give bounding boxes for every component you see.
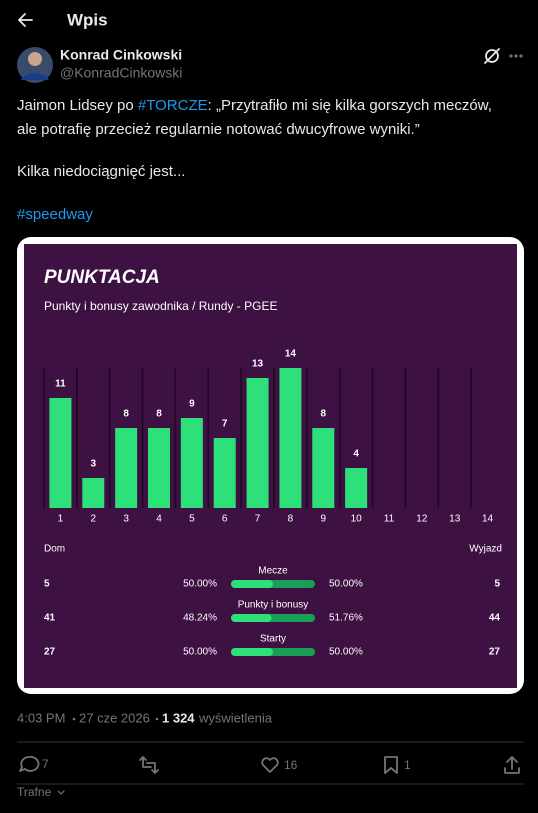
x-tick-label: 3	[123, 514, 129, 525]
x-tick-label: 1	[58, 514, 64, 525]
stat-bar-home	[231, 580, 273, 588]
separator	[72, 717, 76, 721]
text: Jaimon Lidsey po	[17, 97, 138, 114]
x-tick-label: 9	[321, 514, 327, 525]
bar	[213, 438, 236, 508]
home-label: Dom	[44, 544, 65, 555]
bookmark-count: 1	[404, 758, 411, 772]
x-tick-label: 11	[384, 514, 395, 525]
home-value: 27	[44, 647, 56, 658]
bar	[115, 428, 138, 508]
x-tick-label: 6	[222, 514, 228, 525]
home-percent: 48.24%	[183, 613, 217, 624]
chart-title: PUNKTACJA	[44, 267, 160, 288]
x-tick-label: 12	[416, 514, 428, 525]
sort-chevron[interactable]	[57, 790, 65, 795]
value-label: 7	[222, 419, 228, 430]
reply-count: 7	[42, 757, 49, 771]
bar	[180, 418, 203, 508]
sort-selector[interactable]: Trafne	[17, 785, 52, 799]
home-value: 41	[44, 613, 56, 624]
value-label: 3	[91, 459, 97, 470]
away-percent: 51.76%	[329, 613, 363, 624]
away-value: 27	[489, 647, 501, 658]
like-button[interactable]: 16	[261, 757, 298, 773]
stat-bar-home	[231, 614, 272, 622]
like-count: 16	[284, 758, 298, 772]
tweet-line: ale potrafię przecież regularnie notować…	[17, 121, 420, 138]
stat-label: Mecze	[258, 566, 288, 577]
author-name[interactable]: Konrad Cinkowski	[60, 47, 182, 63]
grok-icon[interactable]	[484, 48, 500, 64]
value-label: 4	[353, 449, 359, 460]
separator	[155, 717, 159, 721]
away-percent: 50.00%	[329, 647, 363, 658]
bar	[345, 468, 368, 508]
away-percent: 50.00%	[329, 579, 363, 590]
more-button[interactable]	[509, 54, 523, 58]
views-count: 1 324	[162, 710, 195, 725]
x-tick-label: 10	[351, 514, 363, 525]
header-title: Wpis	[67, 10, 108, 29]
retweet-button[interactable]	[139, 756, 159, 774]
bar	[82, 478, 105, 508]
away-value: 44	[489, 613, 501, 624]
x-tick-label: 14	[482, 514, 494, 525]
value-label: 8	[156, 409, 162, 420]
x-tick-label: 8	[288, 514, 294, 525]
back-button[interactable]	[18, 13, 33, 27]
home-value: 5	[44, 579, 50, 590]
hashtag[interactable]: #TORCZE	[138, 97, 208, 114]
bar	[312, 428, 335, 508]
tweet-line: Jaimon Lidsey po #TORCZE: „Przytrafiło m…	[17, 97, 492, 114]
bookmark-button[interactable]: 1	[384, 756, 411, 774]
bar	[148, 428, 170, 508]
x-tick-label: 4	[156, 514, 162, 525]
stat-label: Starty	[260, 634, 286, 645]
post-time: 4:03 PM	[17, 710, 65, 725]
x-tick-label: 13	[449, 514, 461, 525]
reply-button[interactable]: 7	[19, 756, 49, 772]
chart-subtitle: Punkty i bonusy zawodnika / Rundy - PGEE	[44, 299, 277, 313]
post-date: 27 cze 2026	[79, 710, 150, 725]
bar	[279, 368, 302, 508]
away-value: 5	[494, 579, 500, 590]
stat-bar-home	[231, 648, 273, 656]
value-label: 11	[55, 379, 66, 390]
x-tick-label: 7	[255, 514, 261, 525]
home-percent: 50.00%	[183, 647, 217, 658]
stats: 5 50.00% Mecze 50.00% 5 41 48.24% Punkty i bonu…	[44, 566, 500, 658]
away-label: Wyjazd	[469, 544, 502, 555]
stat-label: Punkty i bonusy	[238, 600, 309, 611]
x-tick-label: 5	[189, 514, 195, 525]
value-label: 13	[252, 359, 264, 370]
avatar[interactable]	[17, 47, 53, 83]
value-label: 8	[321, 409, 327, 420]
value-label: 14	[285, 349, 297, 360]
author-handle[interactable]: @KonradCinkowski	[60, 65, 182, 81]
x-tick-label: 2	[91, 514, 97, 525]
tweet-line: Kilka niedociągnięć jest...	[17, 163, 185, 180]
bar	[246, 378, 269, 508]
share-button[interactable]	[504, 756, 520, 774]
home-percent: 50.00%	[183, 579, 217, 590]
value-label: 9	[189, 399, 195, 410]
hashtag[interactable]: #speedway	[17, 206, 93, 223]
text: : „Przytrafiło mi się kilka gorszych mec…	[208, 97, 492, 114]
value-label: 8	[123, 409, 129, 420]
bar	[49, 398, 72, 508]
views-label: wyświetlenia	[198, 710, 273, 725]
